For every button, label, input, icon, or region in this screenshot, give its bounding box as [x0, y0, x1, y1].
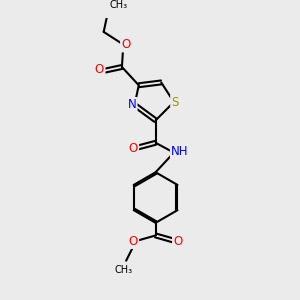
- Text: O: O: [128, 235, 138, 248]
- Text: CH₃: CH₃: [109, 0, 128, 10]
- Text: O: O: [173, 235, 183, 248]
- Text: O: O: [95, 63, 104, 76]
- Text: S: S: [172, 96, 179, 109]
- Text: O: O: [122, 38, 131, 51]
- Text: O: O: [128, 142, 138, 155]
- Text: CH₃: CH₃: [114, 265, 132, 275]
- Text: NH: NH: [171, 145, 189, 158]
- Text: N: N: [128, 98, 136, 111]
